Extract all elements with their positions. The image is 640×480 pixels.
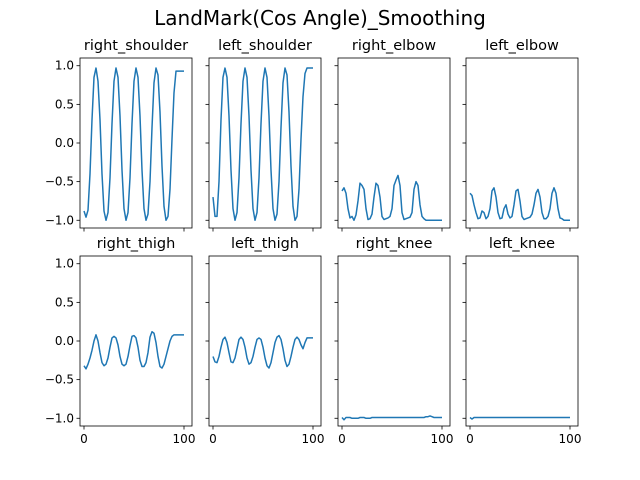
series-line — [341, 174, 442, 222]
subplot-title: right_elbow — [352, 38, 436, 54]
y-tick-label: −1.0 — [45, 213, 74, 227]
y-tick-label: −0.5 — [45, 373, 74, 387]
subplot-left_thigh: left_thigh 0 100 — [205, 236, 325, 446]
subplot-grid: right_shoulder 1.0 0.5 0.0 −0.5 −1.0 left_shou… — [45, 38, 582, 446]
y-tick-label: −1.0 — [45, 411, 74, 425]
series-line — [469, 416, 570, 420]
y-tick-label: 0.5 — [55, 295, 74, 309]
figure-suptitle: LandMark(Cos Angle)_Smoothing — [154, 6, 486, 30]
series-line — [83, 330, 184, 370]
x-tick-label: 0 — [209, 432, 217, 446]
x-tick-label: 0 — [338, 432, 346, 446]
subplot-title: right_knee — [356, 236, 433, 252]
y-tick-label: 1.0 — [55, 59, 74, 73]
subplot-right_shoulder: right_shoulder 1.0 0.5 0.0 −0.5 −1.0 — [45, 38, 193, 232]
y-tick-label: 1.0 — [55, 257, 74, 271]
x-tick-label: 100 — [559, 432, 582, 446]
y-tick-label: −0.5 — [45, 175, 74, 189]
subplot-left_elbow: left_elbow — [462, 38, 579, 232]
series-line — [341, 415, 442, 421]
x-tick-label: 100 — [302, 432, 325, 446]
x-tick-label: 0 — [466, 432, 474, 446]
series-line — [212, 334, 313, 369]
x-tick-label: 100 — [431, 432, 454, 446]
series-line — [212, 67, 313, 222]
x-tick-label: 100 — [173, 432, 196, 446]
subplot-title: left_elbow — [485, 38, 559, 54]
subplot-title: left_knee — [489, 236, 555, 252]
y-tick-label: 0.0 — [55, 334, 74, 348]
subplot-title: right_thigh — [97, 236, 176, 252]
subplot-title: right_shoulder — [84, 38, 188, 54]
series-line — [83, 67, 184, 222]
y-tick-label: 0.5 — [55, 97, 74, 111]
y-tick-label: 0.0 — [55, 136, 74, 150]
x-tick-label: 0 — [80, 432, 88, 446]
subplot-title: left_thigh — [231, 236, 299, 252]
subplot-left_shoulder: left_shoulder — [205, 38, 322, 232]
subplot-left_knee: left_knee 0 100 — [462, 236, 582, 446]
series-line — [469, 187, 570, 222]
subplot-right_thigh: right_thigh 1.0 0.5 0.0 −0.5 −1.0 0 100 — [45, 236, 196, 446]
subplot-right_knee: right_knee 0 100 — [334, 236, 454, 446]
subplot-title: left_shoulder — [218, 38, 312, 54]
subplot-right_elbow: right_elbow — [334, 38, 451, 232]
